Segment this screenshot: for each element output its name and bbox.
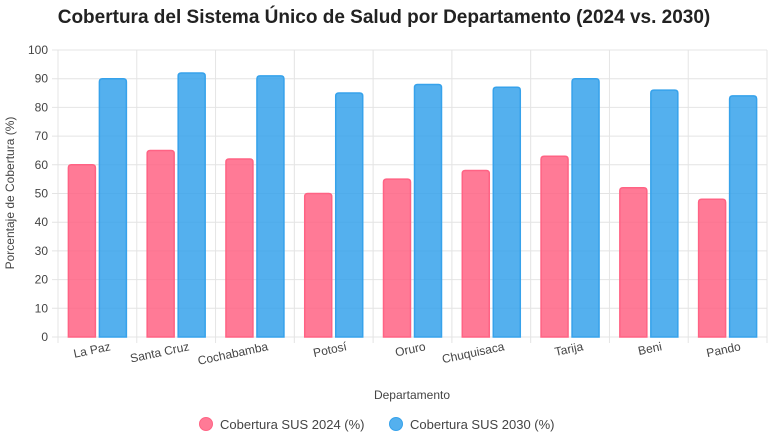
x-tick-label: Santa Cruz xyxy=(129,339,191,365)
x-tick-label: Cochabamba xyxy=(197,339,270,368)
x-tick-label: Oruro xyxy=(394,339,427,359)
x-tick-label: Potosí xyxy=(312,339,349,360)
x-tick-label: La Paz xyxy=(72,339,111,360)
y-tick-label: 70 xyxy=(35,129,49,143)
legend-item[interactable]: Cobertura SUS 2030 (%) xyxy=(389,417,555,432)
y-tick-label: 40 xyxy=(35,215,49,229)
bar-2024 xyxy=(146,149,175,338)
bar-2030 xyxy=(98,77,128,338)
bar-2024 xyxy=(382,178,412,338)
bar-2024 xyxy=(225,158,254,338)
bar-2024 xyxy=(540,155,569,338)
bar-2024 xyxy=(461,169,491,338)
bar-2030 xyxy=(728,95,758,338)
x-tick-label: Beni xyxy=(637,339,663,358)
bar-2030 xyxy=(334,92,364,338)
y-axis-ticks: 0 10 20 30 40 50 60 70 80 90 100 xyxy=(28,43,48,344)
bar-2030 xyxy=(413,83,443,338)
y-tick-label: 90 xyxy=(35,72,49,86)
y-tick-label: 20 xyxy=(35,273,49,287)
legend-swatch xyxy=(199,417,213,431)
bar-2024 xyxy=(67,164,97,338)
y-tick-label: 30 xyxy=(35,244,49,258)
x-axis-ticks: La Paz Santa Cruz Cochabamba Potosí Oruro Chu… xyxy=(72,339,742,368)
legend-label: Cobertura SUS 2024 (%) xyxy=(220,417,365,432)
y-tick-label: 60 xyxy=(35,158,49,172)
x-axis-label: Departamento xyxy=(374,388,450,402)
legend-swatch xyxy=(389,417,403,431)
chart-title: Cobertura del Sistema Único de Salud por… xyxy=(58,6,711,28)
bar-2024 xyxy=(303,192,333,338)
y-axis-label: Porcentaje de Cobertura (%) xyxy=(3,117,17,270)
bar-2030 xyxy=(177,72,206,338)
x-tick-label: Tarija xyxy=(553,339,584,359)
bar-2030 xyxy=(492,86,522,338)
y-tick-label: 100 xyxy=(28,43,48,57)
legend-item[interactable]: Cobertura SUS 2024 (%) xyxy=(199,417,365,432)
bar-2030 xyxy=(650,89,679,338)
bars xyxy=(67,72,758,338)
y-tick-label: 10 xyxy=(35,301,49,315)
x-tick-label: Chuquisaca xyxy=(441,339,506,366)
x-tick-label: Pando xyxy=(705,339,742,360)
bar-2024 xyxy=(619,187,648,338)
y-tick-label: 80 xyxy=(35,100,49,114)
bar-2030 xyxy=(571,77,600,338)
legend: Cobertura SUS 2024 (%) Cobertura SUS 2030… xyxy=(199,417,555,432)
y-tick-label: 50 xyxy=(35,187,49,201)
y-tick-label: 0 xyxy=(41,330,48,344)
bar-2024 xyxy=(697,198,727,338)
bar-2030 xyxy=(256,75,285,338)
legend-label: Cobertura SUS 2030 (%) xyxy=(410,417,555,432)
